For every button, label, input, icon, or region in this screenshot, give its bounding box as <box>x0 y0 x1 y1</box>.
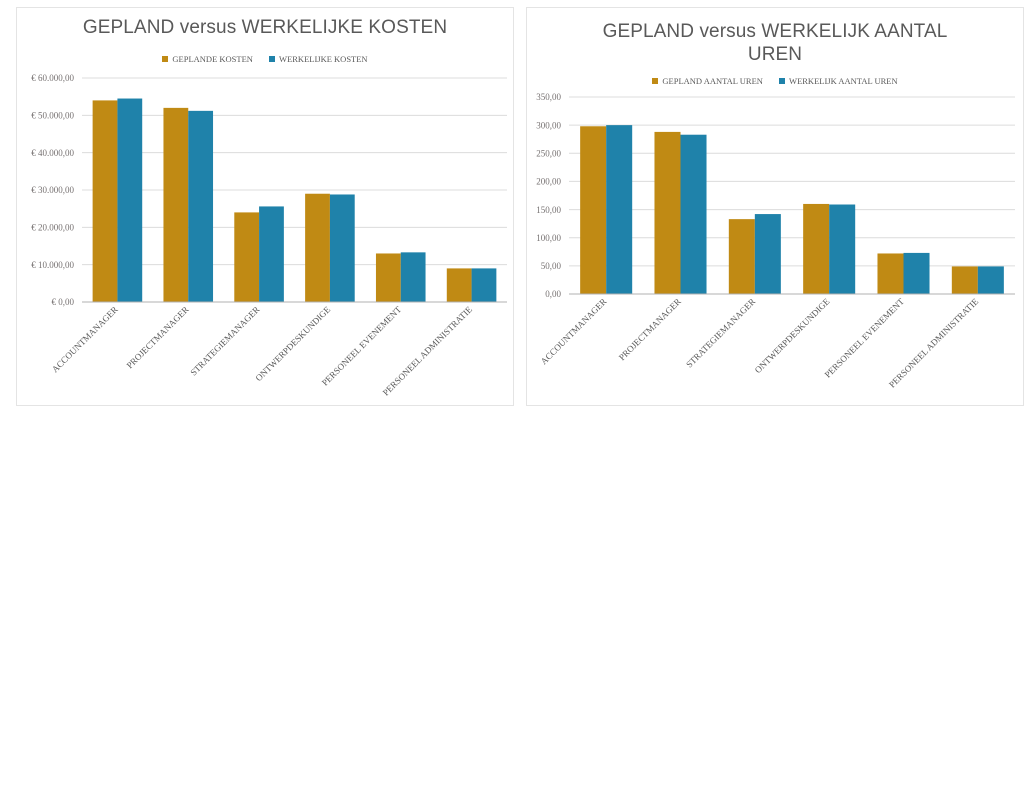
svg-text:PROJECTMANAGER: PROJECTMANAGER <box>617 296 683 362</box>
svg-text:ACCOUNTMANAGER: ACCOUNTMANAGER <box>50 304 120 374</box>
svg-text:€ 60.000,00: € 60.000,00 <box>31 73 74 83</box>
svg-text:150,00: 150,00 <box>536 205 561 215</box>
svg-text:€ 20.000,00: € 20.000,00 <box>31 223 74 233</box>
svg-text:PERSONEEL ADMINISTRATIE: PERSONEEL ADMINISTRATIE <box>887 296 981 390</box>
svg-text:PERSONEEL EVENEMENT: PERSONEEL EVENEMENT <box>320 304 404 388</box>
svg-text:350,00: 350,00 <box>536 92 561 102</box>
svg-text:€ 10.000,00: € 10.000,00 <box>31 260 74 270</box>
svg-text:ONTWERPDESKUNDIGE: ONTWERPDESKUNDIGE <box>253 304 332 383</box>
svg-text:STRATEGIEMANAGER: STRATEGIEMANAGER <box>684 296 757 369</box>
svg-text:100,00: 100,00 <box>536 233 561 243</box>
svg-text:€ 30.000,00: € 30.000,00 <box>31 185 74 195</box>
svg-text:ONTWERPDESKUNDIGE: ONTWERPDESKUNDIGE <box>753 296 832 375</box>
svg-text:€ 50.000,00: € 50.000,00 <box>31 111 74 121</box>
svg-text:250,00: 250,00 <box>536 148 561 158</box>
svg-text:€ 0,00: € 0,00 <box>52 297 75 307</box>
svg-text:50,00: 50,00 <box>541 261 562 271</box>
svg-text:300,00: 300,00 <box>536 120 561 130</box>
svg-text:€ 40.000,00: € 40.000,00 <box>31 148 74 158</box>
svg-text:200,00: 200,00 <box>536 177 561 187</box>
svg-text:0,00: 0,00 <box>545 289 561 299</box>
svg-text:PERSONEEL EVENEMENT: PERSONEEL EVENEMENT <box>823 296 907 380</box>
svg-text:PROJECTMANAGER: PROJECTMANAGER <box>125 304 191 370</box>
svg-text:ACCOUNTMANAGER: ACCOUNTMANAGER <box>539 296 609 366</box>
svg-text:STRATEGIEMANAGER: STRATEGIEMANAGER <box>188 304 261 377</box>
